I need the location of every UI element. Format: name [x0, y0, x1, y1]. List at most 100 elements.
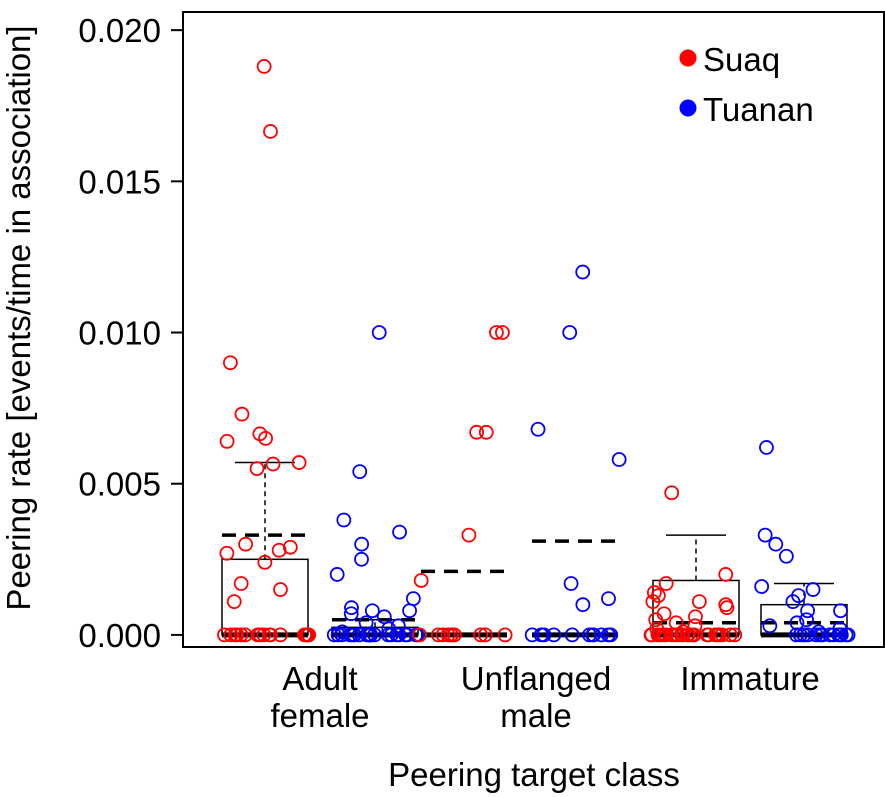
data-point	[249, 461, 265, 476]
data-point	[354, 536, 370, 552]
data-point	[390, 618, 406, 634]
data-point	[575, 597, 591, 613]
data-point	[563, 576, 579, 591]
data-point	[814, 627, 830, 643]
data-point	[719, 600, 735, 616]
data-point	[650, 627, 666, 643]
data-point	[593, 627, 609, 643]
data-point	[646, 585, 662, 600]
data-point	[234, 406, 250, 422]
data-point	[271, 542, 287, 558]
data-point	[768, 536, 784, 552]
data-point	[495, 325, 510, 340]
data-point	[800, 603, 815, 619]
data-point	[392, 524, 407, 540]
points-layer	[217, 59, 856, 643]
data-point	[833, 603, 848, 619]
data-point	[684, 627, 700, 643]
data-point	[536, 627, 552, 643]
data-point	[757, 527, 773, 543]
data-point	[273, 582, 288, 597]
box-layer	[221, 461, 848, 638]
data-point	[219, 545, 235, 561]
data-point	[326, 627, 342, 643]
data-point	[530, 421, 546, 437]
data-point	[263, 124, 278, 139]
legend: Suaq Tuanan	[679, 41, 814, 128]
data-point	[461, 527, 477, 543]
data-point	[413, 573, 429, 588]
data-point	[291, 455, 307, 470]
data-point	[262, 627, 277, 643]
data-point	[362, 627, 377, 643]
data-point	[223, 627, 239, 643]
data-point	[364, 603, 380, 619]
data-point	[405, 591, 421, 607]
data-point	[469, 424, 485, 440]
data-point	[352, 464, 368, 480]
data-point	[219, 433, 235, 449]
data-point	[237, 627, 253, 643]
data-point	[258, 430, 273, 446]
legend-marker	[679, 99, 697, 117]
data-point	[435, 627, 451, 643]
data-point	[675, 627, 691, 643]
data-point	[256, 627, 272, 643]
y-tick-label: 0.005	[78, 466, 161, 503]
category-label: male	[500, 697, 572, 734]
data-point	[708, 627, 723, 643]
box	[221, 558, 309, 636]
data-point	[808, 627, 824, 643]
data-point	[778, 548, 794, 564]
category-label: female	[270, 697, 369, 734]
data-point	[582, 627, 597, 643]
data-point	[718, 567, 734, 582]
data-point	[343, 606, 359, 622]
data-point	[800, 627, 816, 643]
data-point	[759, 440, 774, 455]
data-point	[727, 627, 743, 643]
data-point	[688, 609, 703, 625]
data-point	[257, 554, 273, 570]
data-point	[282, 539, 298, 555]
category-label: Unflanged	[461, 660, 611, 697]
data-point	[575, 264, 591, 280]
data-point	[233, 627, 249, 643]
plot-border	[182, 11, 885, 648]
data-point	[329, 567, 345, 582]
data-point	[833, 627, 849, 643]
data-point	[371, 325, 387, 340]
data-point	[546, 627, 562, 643]
data-point	[644, 627, 660, 643]
data-point	[473, 627, 489, 643]
y-tick-label: 0.015	[78, 163, 161, 200]
data-point	[238, 536, 253, 552]
data-point	[658, 627, 674, 643]
x-axis-title: Peering target class	[388, 756, 680, 793]
legend-marker	[679, 49, 697, 67]
data-point	[799, 612, 814, 628]
data-point	[600, 627, 616, 643]
y-tick-label: 0.000	[78, 617, 161, 654]
data-point	[391, 627, 407, 643]
data-point	[840, 627, 856, 643]
data-point	[722, 627, 738, 643]
data-point	[226, 594, 242, 610]
data-point	[805, 582, 821, 597]
data-point	[233, 576, 249, 591]
data-point	[336, 512, 352, 528]
data-point	[222, 355, 238, 371]
data-point	[478, 424, 494, 440]
data-point	[645, 594, 661, 610]
data-point	[762, 618, 778, 634]
legend-label: Tuanan	[703, 91, 814, 128]
y-tick-label: 0.010	[78, 315, 161, 352]
data-point	[667, 627, 683, 643]
data-point	[785, 594, 801, 610]
data-point	[344, 600, 359, 616]
data-point	[301, 627, 317, 643]
data-point	[351, 627, 367, 643]
data-point	[691, 594, 707, 610]
